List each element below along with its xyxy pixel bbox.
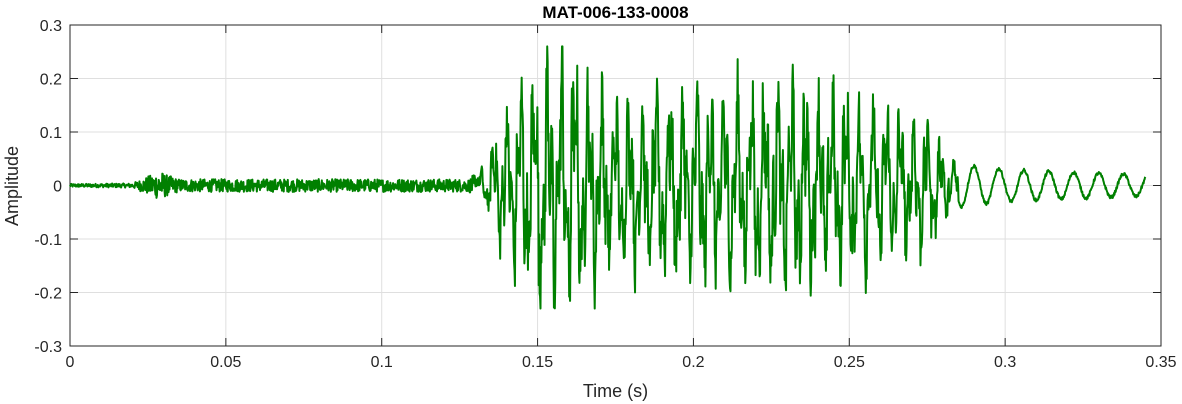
x-tick-label: 0.05 [210, 354, 241, 371]
x-tick-label: 0.2 [682, 354, 704, 371]
y-tick-label: -0.2 [34, 286, 62, 303]
y-tick-label: 0.1 [40, 125, 62, 142]
y-axis-label: Amplitude [2, 146, 22, 226]
y-tick-labels: -0.3 -0.2 -0.1 0 0.1 0.2 0.3 [34, 18, 62, 356]
x-axis-label: Time (s) [583, 381, 648, 401]
y-tick-label: 0 [53, 179, 62, 196]
y-tick-label: 0.2 [40, 72, 62, 89]
x-tick-label: 0.3 [994, 354, 1016, 371]
y-tick-label: -0.3 [34, 339, 62, 356]
y-tick-label: -0.1 [34, 232, 62, 249]
series-line [69, 45, 1147, 310]
y-tick-label: 0.3 [40, 18, 62, 35]
chart-title: MAT-006-133-0008 [542, 3, 688, 22]
x-tick-label: 0.1 [371, 354, 393, 371]
x-tick-label: 0.25 [834, 354, 865, 371]
x-tick-labels: 0 0.05 0.1 0.15 0.2 0.25 0.3 0.35 [66, 354, 1177, 371]
x-tick-label: 0.15 [522, 354, 553, 371]
x-tick-label: 0 [66, 354, 75, 371]
x-tick-label: 0.35 [1145, 354, 1176, 371]
series-layer [69, 45, 1147, 310]
